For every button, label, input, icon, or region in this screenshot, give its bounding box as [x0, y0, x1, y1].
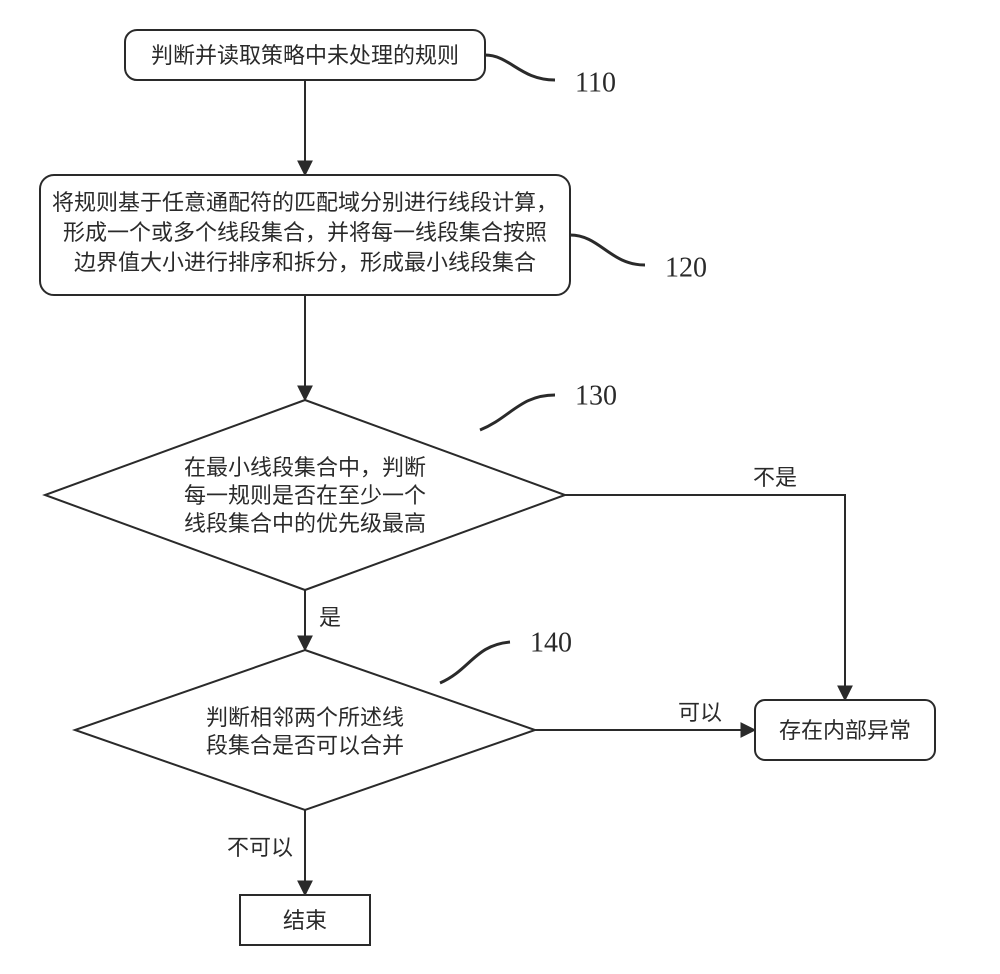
callout-140-label: 140 [530, 627, 572, 658]
node-110-text: 判断并读取策略中未处理的规则 [151, 43, 459, 68]
edge-130-yes-label: 是 [319, 605, 341, 630]
node-130-line2: 每一规则是否在至少一个 [184, 483, 426, 508]
node-120-line1: 将规则基于任意通配符的匹配域分别进行线段计算， [52, 190, 558, 215]
node-exception-text: 存在内部异常 [779, 718, 911, 743]
callout-110-line [485, 55, 555, 80]
node-130-line3: 线段集合中的优先级最高 [184, 511, 426, 536]
edge-130-no [565, 495, 845, 700]
callout-120-line [570, 235, 645, 265]
node-120-line3: 边界值大小进行排序和拆分，形成最小线段集合 [74, 250, 536, 275]
callout-120-label: 120 [665, 252, 707, 283]
flowchart-canvas: 判断并读取策略中未处理的规则 110 将规则基于任意通配符的匹配域分别进行线段计… [0, 0, 1000, 974]
node-130-line1: 在最小线段集合中，判断 [184, 455, 426, 480]
callout-140-line [440, 642, 510, 683]
callout-130-label: 130 [575, 380, 617, 411]
edge-140-yes-label: 可以 [678, 700, 722, 725]
edge-130-no-label: 不是 [753, 465, 797, 490]
node-140-line2: 段集合是否可以合并 [206, 733, 404, 758]
callout-130-line [480, 395, 555, 430]
node-120-line2: 形成一个或多个线段集合，并将每一线段集合按照 [63, 220, 547, 245]
node-end-text: 结束 [283, 908, 327, 933]
node-140-line1: 判断相邻两个所述线 [206, 705, 404, 730]
edge-140-no-label: 不可以 [227, 835, 293, 860]
callout-110-label: 110 [575, 67, 616, 98]
